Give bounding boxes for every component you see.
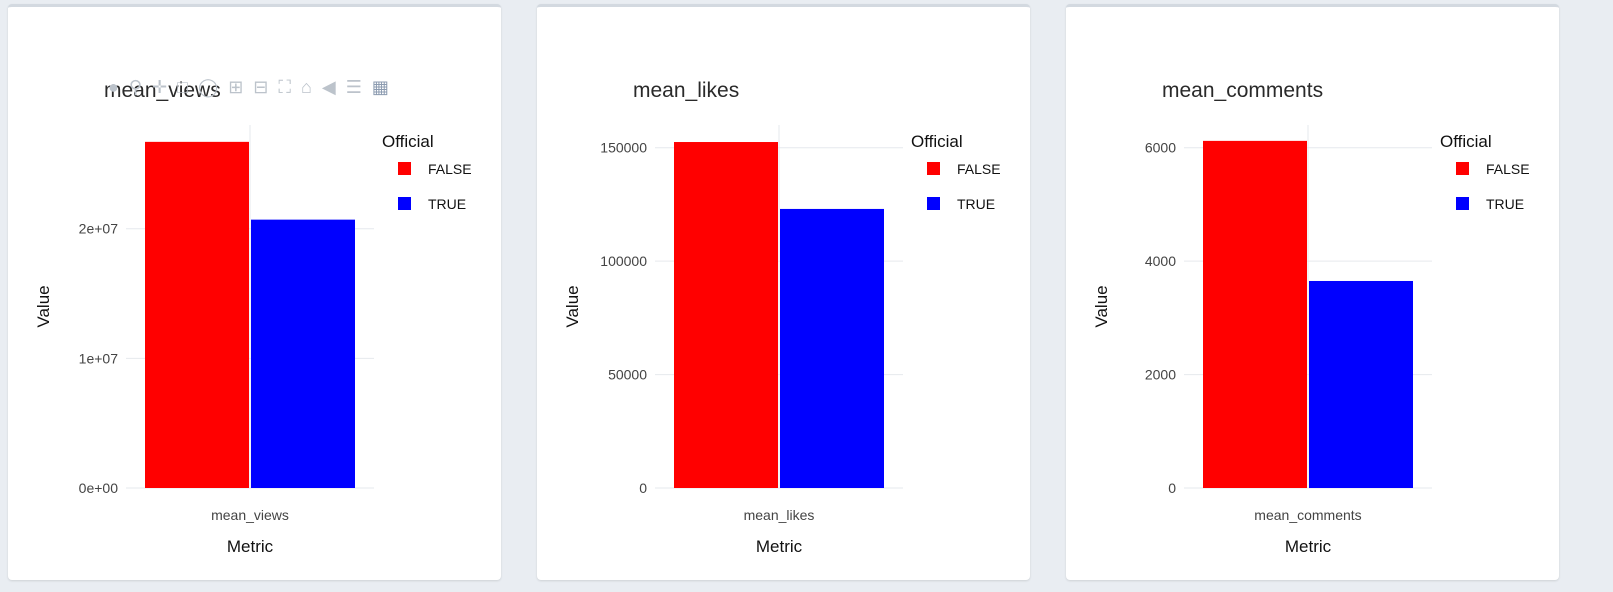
y-axis-title: Value [1092,285,1111,327]
x-tick-label: mean_views [211,507,289,523]
lasso-select-icon[interactable]: ◯ [198,77,219,97]
legend-swatch-false [1456,162,1469,175]
y-tick-label: 150000 [600,140,647,156]
y-tick-label: 0 [1168,480,1176,496]
chart-panel-likes: 0 50000 100000 150000 mean_likes Metric Value m… [537,4,1030,580]
y-tick-label: 2e+07 [79,221,119,237]
zoom-out-icon[interactable]: ⊟ [253,77,269,97]
bar-false [674,142,778,488]
legend-label-false: FALSE [428,161,472,177]
legend-swatch-true [1456,197,1469,210]
legend-label-false: FALSE [1486,161,1530,177]
legend-title: Official [382,132,434,151]
y-tick-label: 0 [639,480,647,496]
y-axis-title: Value [563,285,582,327]
y-tick-label: 2000 [1145,367,1176,383]
x-tick-label: mean_comments [1254,507,1361,523]
bar-false [145,141,249,488]
plotly-logo-icon[interactable]: ▦ [371,77,389,97]
legend-label-true: TRUE [428,196,466,212]
chart-comments: 0 2000 4000 6000 mean_comments Metric Value mea… [1092,79,1530,556]
zoom-icon[interactable]: ⚲ [128,77,143,97]
legend-label-true: TRUE [1486,196,1524,212]
y-axis-title: Value [34,285,53,327]
legend-swatch-true [927,197,940,210]
bar-true [780,208,884,488]
plot-modebar: ● ⚲ ✛ □ ◯ ⊞ ⊟ ⛶ ⌂ ◀ ☰ ▦ [108,77,389,98]
chart-panel-comments: 0 2000 4000 6000 mean_comments Metric Value mea… [1066,4,1559,580]
y-tick-label: 0e+00 [79,480,119,496]
hover-compare-icon[interactable]: ☰ [345,77,362,97]
y-tick-label: 50000 [608,367,647,383]
chart-title: mean_likes [633,79,739,102]
hover-closest-icon[interactable]: ◀ [321,77,336,97]
legend-swatch-true [398,197,411,210]
legend-title: Official [911,132,963,151]
camera-icon[interactable]: ● [108,77,119,97]
x-axis-title: Metric [227,537,274,556]
legend-label-false: FALSE [957,161,1001,177]
chart-title: mean_views [104,79,221,102]
chart-likes: 0 50000 100000 150000 mean_likes Metric Value m… [563,79,1001,556]
box-select-icon[interactable]: □ [177,77,189,97]
legend-title: Official [1440,132,1492,151]
pan-icon[interactable]: ✛ [152,77,168,97]
autoscale-icon[interactable]: ⛶ [278,77,291,97]
y-tick-label: 6000 [1145,140,1176,156]
x-axis-title: Metric [756,537,803,556]
chart-title: mean_comments [1162,79,1323,102]
x-axis-title: Metric [1285,537,1332,556]
legend-label-true: TRUE [957,196,995,212]
bar-true [1309,280,1413,488]
bar-false [1203,140,1307,488]
y-tick-label: 100000 [600,253,647,269]
y-tick-label: 1e+07 [79,350,119,366]
chart-views: 0e+00 1e+07 2e+07 mean_views Metric Value mean… [34,79,472,556]
x-tick-label: mean_likes [744,507,815,523]
y-tick-label: 4000 [1145,253,1176,269]
reset-axes-icon[interactable]: ⌂ [300,77,312,97]
legend-swatch-false [927,162,940,175]
zoom-in-icon[interactable]: ⊞ [228,77,244,97]
chart-panel-views: 0e+00 1e+07 2e+07 mean_views Metric Value mean… [8,4,501,580]
bar-true [251,219,355,488]
legend-swatch-false [398,162,411,175]
